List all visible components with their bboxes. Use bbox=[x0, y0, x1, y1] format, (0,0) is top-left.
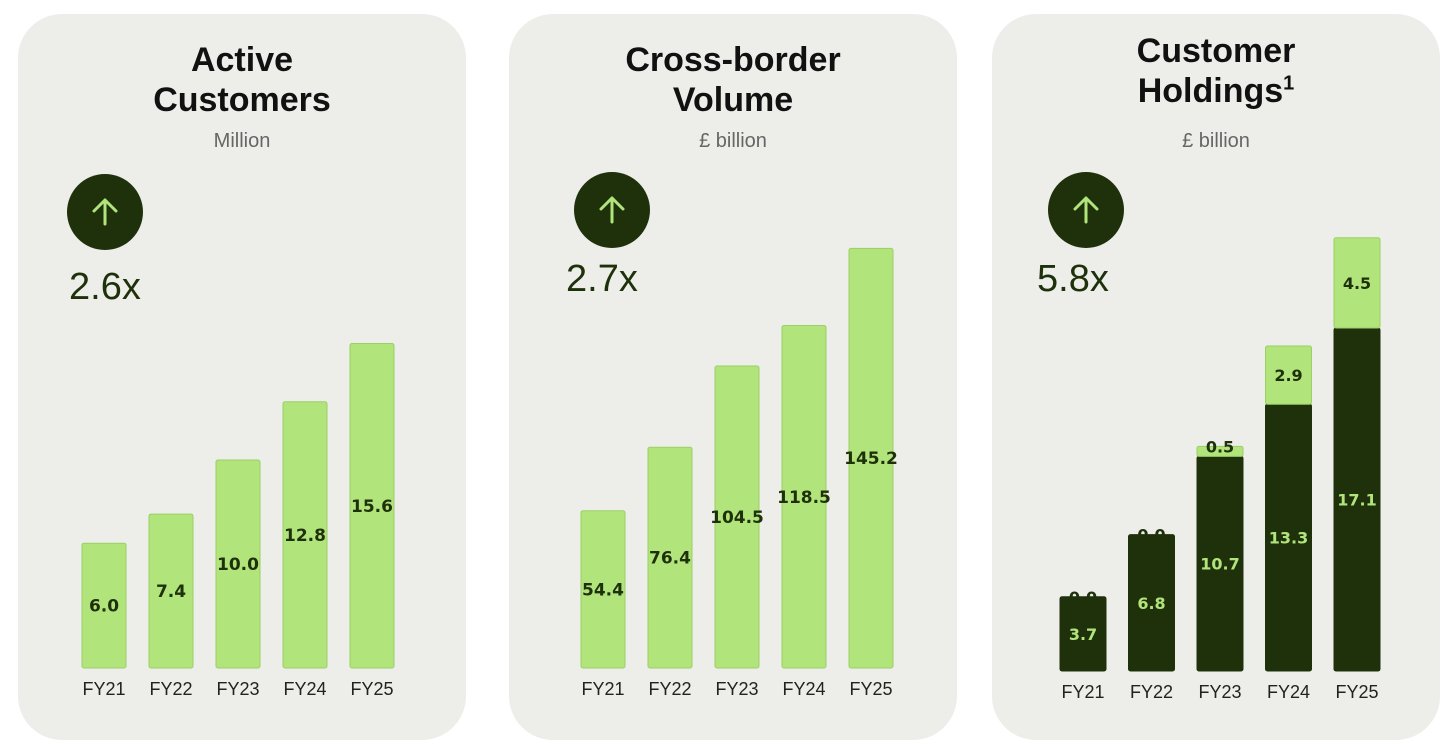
value-label-fy24: 12.8 bbox=[284, 526, 326, 546]
card-title: Cross-border Volume bbox=[509, 40, 957, 120]
bar-fy21 bbox=[580, 510, 626, 669]
value-label-fy21: 54.4 bbox=[582, 580, 624, 600]
bar-fy22 bbox=[148, 513, 194, 669]
title-line-1: Customer bbox=[1136, 32, 1296, 70]
bar-fy25 bbox=[848, 247, 894, 669]
unit-label: Million bbox=[213, 130, 271, 152]
bar-fy25-additional bbox=[1333, 237, 1381, 329]
category-label-fy23: FY23 bbox=[216, 679, 259, 699]
title-line-2: Volume bbox=[672, 81, 794, 119]
value-label-fy23-base: 10.7 bbox=[1200, 555, 1239, 574]
cross-border-volume-chart: 54.4 FY21 76.4 FY22 104.5 FY23 118.5 FY24 145.2 F… bbox=[580, 247, 898, 699]
value-label-fy22-additional: 0.0 bbox=[1137, 526, 1165, 545]
bar-fy24 bbox=[781, 325, 827, 669]
growth-multiplier: 2.6x bbox=[69, 266, 141, 308]
value-label-fy23-additional: 0.5 bbox=[1206, 437, 1234, 456]
value-label-fy23: 104.5 bbox=[710, 508, 764, 528]
category-label-fy21: FY21 bbox=[1061, 682, 1104, 702]
bar-fy21 bbox=[81, 542, 127, 669]
category-label-fy22: FY22 bbox=[149, 679, 192, 699]
value-label-fy21-additional: 0.0 bbox=[1069, 588, 1097, 607]
value-label-fy21: 6.0 bbox=[89, 597, 119, 617]
bar-fy23-additional bbox=[1196, 445, 1244, 457]
title-line-2: Holdings bbox=[1137, 72, 1284, 110]
value-label-fy25: 15.6 bbox=[351, 497, 393, 517]
footnote-marker: 1 bbox=[1283, 72, 1295, 95]
category-label-fy23: FY23 bbox=[1198, 682, 1241, 702]
active-customers-card: Active Customers Million 2.6x 6.0 FY21 7.4… bbox=[18, 14, 466, 740]
value-label-fy25-additional: 4.5 bbox=[1343, 274, 1371, 293]
cross-border-volume-card: Cross-border Volume £ billion 2.7x 54.4 F… bbox=[509, 14, 957, 740]
category-label-fy22: FY22 bbox=[1130, 682, 1173, 702]
category-label-fy23: FY23 bbox=[715, 679, 758, 699]
value-label-fy24-additional: 2.9 bbox=[1274, 366, 1302, 385]
growth-multiplier: 2.7x bbox=[566, 258, 638, 300]
value-label-fy23: 10.0 bbox=[217, 555, 259, 575]
bar-fy24-additional bbox=[1265, 345, 1312, 405]
card-title: Active Customers bbox=[18, 40, 466, 120]
up-arrow-icon bbox=[574, 172, 650, 248]
customer-holdings-chart: 3.7 0.0 FY21 6.8 0.0 FY22 10.7 0.5 FY23 13.3 2.9 FY… bbox=[1059, 237, 1381, 702]
title-line-1: Cross-border bbox=[625, 41, 841, 79]
active-customers-chart: 6.0 FY21 7.4 FY22 10.0 FY23 12.8 FY24 15.6 FY25 bbox=[81, 343, 395, 699]
category-label-fy21: FY21 bbox=[82, 679, 125, 699]
unit-label: £ billion bbox=[1182, 130, 1250, 152]
category-label-fy25: FY25 bbox=[1335, 682, 1378, 702]
bar-fy23 bbox=[714, 365, 760, 669]
bar-fy25 bbox=[349, 343, 395, 669]
category-label-fy25: FY25 bbox=[350, 679, 393, 699]
bar-fy22-base bbox=[1128, 534, 1175, 672]
value-label-fy25: 145.2 bbox=[844, 449, 898, 469]
value-label-fy22-base: 6.8 bbox=[1137, 594, 1165, 613]
bar-fy21-base bbox=[1059, 596, 1107, 672]
card-title: Customer Holdings1 bbox=[992, 31, 1440, 111]
title-line-2: Customers bbox=[153, 81, 331, 119]
up-arrow-icon bbox=[1048, 172, 1124, 248]
value-label-fy24: 118.5 bbox=[777, 488, 831, 508]
value-label-fy22: 76.4 bbox=[649, 549, 691, 569]
category-label-fy25: FY25 bbox=[849, 679, 892, 699]
category-label-fy24: FY24 bbox=[283, 679, 326, 699]
value-label-fy25-base: 17.1 bbox=[1337, 490, 1376, 509]
bar-fy22 bbox=[647, 446, 693, 669]
category-label-fy24: FY24 bbox=[782, 679, 825, 699]
value-label-fy24-base: 13.3 bbox=[1269, 529, 1308, 548]
bar-fy24 bbox=[282, 401, 328, 669]
value-label-fy21-base: 3.7 bbox=[1069, 625, 1097, 644]
unit-label: £ billion bbox=[699, 130, 767, 152]
category-label-fy21: FY21 bbox=[581, 679, 624, 699]
bar-fy23 bbox=[215, 459, 261, 669]
up-arrow-icon bbox=[67, 174, 143, 250]
category-label-fy24: FY24 bbox=[1267, 682, 1310, 702]
customer-holdings-card: Customer Holdings1 £ billion 5.8x 3.7 0.0… bbox=[992, 14, 1440, 740]
value-label-fy22: 7.4 bbox=[156, 582, 186, 602]
title-line-1: Active bbox=[190, 41, 294, 79]
growth-multiplier: 5.8x bbox=[1037, 258, 1109, 300]
category-label-fy22: FY22 bbox=[648, 679, 691, 699]
